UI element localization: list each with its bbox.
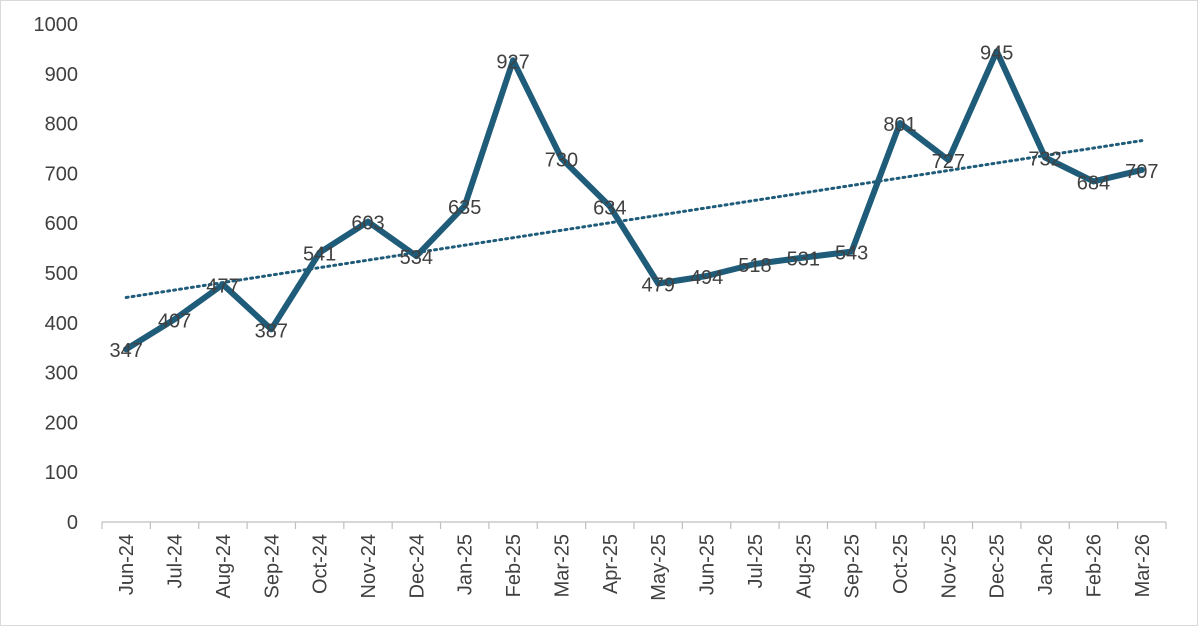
data-point-7 (461, 202, 468, 209)
data-label-20: 684 (1077, 172, 1110, 194)
data-point-1 (171, 316, 178, 323)
y-tick-label-1: 100 (45, 462, 78, 484)
y-tick-label-0: 0 (67, 512, 78, 534)
y-tick-label-5: 500 (45, 263, 78, 285)
data-point-2 (219, 281, 226, 288)
data-point-19 (1042, 154, 1049, 161)
x-tick-label-14: Aug-25 (793, 534, 815, 599)
trendline-layer (124, 139, 1144, 300)
y-tick-label-4: 400 (45, 313, 78, 335)
x-tick-label-19: Jan-26 (1035, 534, 1057, 595)
x-tick-label-18: Dec-25 (987, 534, 1009, 598)
y-tick-label-2: 200 (45, 412, 78, 434)
data-label-2: 477 (206, 275, 239, 297)
series-line (123, 48, 1145, 353)
y-tick-label-9: 900 (45, 64, 78, 86)
data-point-8 (510, 57, 517, 64)
series-layer (123, 48, 1145, 353)
data-label-12: 494 (690, 267, 723, 289)
data-labels-layer: 347 407 477 387 541 603 534 635 927 730 634 479 494 5… (109, 42, 1158, 362)
x-tick-label-12: Jun-25 (697, 534, 719, 595)
x-tick-label-20: Feb-26 (1083, 534, 1105, 597)
data-point-14 (800, 254, 807, 261)
data-label-21: 707 (1125, 161, 1158, 183)
data-point-15 (848, 248, 855, 255)
x-tick-label-16: Oct-25 (890, 534, 912, 594)
data-label-17: 727 (932, 151, 965, 173)
data-point-16 (897, 120, 903, 127)
y-tick-label-3: 300 (45, 363, 78, 385)
x-tick-label-13: Jul-25 (745, 534, 767, 588)
data-point-12 (703, 272, 710, 279)
data-point-10 (606, 203, 613, 210)
data-point-5 (365, 218, 371, 225)
data-label-3: 387 (255, 320, 288, 342)
data-label-9: 730 (545, 149, 578, 171)
data-point-20 (1090, 178, 1097, 185)
x-tick-label-2: Aug-24 (213, 534, 235, 599)
x-tick-label-9: Mar-25 (551, 534, 573, 597)
x-tick-label-8: Feb-25 (503, 534, 525, 597)
data-label-19: 732 (1028, 148, 1061, 170)
data-label-6: 534 (400, 247, 433, 269)
x-axis: Jun-24 Jul-24 Aug-24 Sep-24 Oct-24 Nov-24 Dec-… (101, 521, 1167, 601)
data-point-21 (1138, 166, 1145, 173)
data-label-14: 531 (787, 249, 820, 271)
x-tick-label-21: Mar-26 (1132, 534, 1154, 597)
data-point-4 (316, 249, 323, 256)
data-point-9 (558, 155, 565, 162)
data-label-10: 634 (593, 197, 626, 219)
trendline (124, 139, 1144, 300)
x-tick-label-15: Sep-25 (842, 534, 864, 599)
x-tick-label-6: Dec-24 (406, 534, 428, 598)
x-tick-label-11: May-25 (648, 534, 670, 601)
data-point-11 (655, 280, 662, 287)
y-tick-label-7: 700 (45, 163, 78, 185)
x-tick-label-5: Nov-24 (358, 534, 380, 598)
x-tick-label-17: Nov-25 (938, 534, 960, 598)
data-label-16: 801 (883, 114, 916, 136)
data-label-0: 347 (109, 340, 142, 362)
data-label-4: 541 (303, 244, 336, 266)
data-label-5: 603 (351, 213, 384, 235)
data-point-0 (123, 346, 130, 353)
data-point-6 (413, 253, 420, 260)
x-tick-label-3: Sep-24 (261, 534, 283, 599)
data-point-13 (751, 261, 758, 268)
data-label-15: 543 (835, 243, 868, 265)
data-point-3 (268, 326, 275, 333)
data-label-7: 635 (448, 197, 481, 219)
data-label-8: 927 (496, 51, 529, 73)
x-tick-label-1: Jul-24 (165, 534, 187, 588)
y-tick-label-10: 1000 (34, 14, 79, 36)
data-label-18: 945 (980, 42, 1013, 64)
y-tick-label-8: 800 (45, 114, 78, 136)
data-point-18 (993, 48, 1000, 55)
x-tick-label-7: Jan-25 (455, 534, 477, 595)
x-tick-label-4: Oct-24 (310, 534, 332, 594)
y-tick-label-6: 600 (45, 213, 78, 235)
x-tick-label-10: Apr-25 (600, 534, 622, 594)
y-axis: 0 100 200 300 400 500 600 700 800 900 1000 (34, 14, 79, 534)
data-label-13: 518 (738, 255, 771, 277)
x-tick-label-0: Jun-24 (116, 534, 138, 595)
data-label-11: 479 (641, 274, 674, 296)
data-label-1: 407 (158, 310, 191, 332)
data-point-17 (945, 156, 952, 163)
